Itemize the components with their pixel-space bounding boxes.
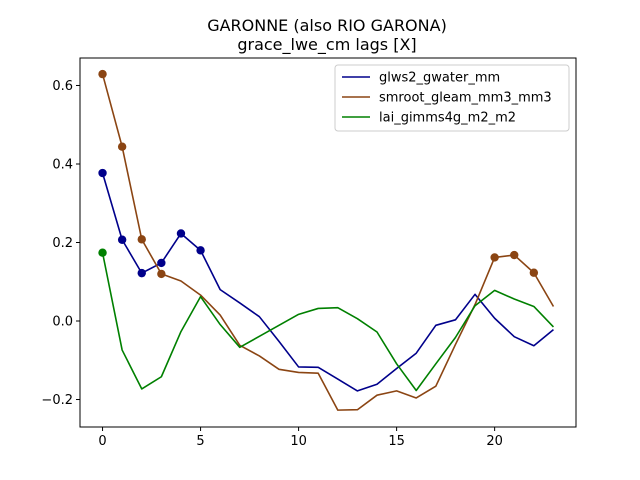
legend-label-smroot_gleam_mm3_mm3: smroot_gleam_mm3_mm3: [379, 91, 552, 106]
series-point-smroot_gleam_mm3_mm3-1: [117, 142, 127, 151]
x-tick-label-20: 20: [486, 434, 503, 449]
series-point-glws2_gwater_mm-5: [196, 246, 205, 255]
series-line-smroot_gleam_mm3_mm3: [101, 73, 555, 411]
legend-box: [334, 64, 570, 132]
series-point-glws2_gwater_mm-1: [117, 235, 127, 244]
y-tick-label-2: 0.2: [52, 236, 73, 251]
legend-label-glws2_gwater_mm: glws2_gwater_mm: [379, 71, 500, 86]
series-point-glws2_gwater_mm-3: [157, 258, 166, 268]
series-point-smroot_gleam_mm3_mm3-20: [490, 253, 499, 262]
series-point-lai_gimms4g_m2_m2-0: [98, 248, 107, 257]
series-point-smroot_gleam_mm3_mm3-3: [157, 269, 166, 279]
axes-layer: 0 5 10 15 20 −0.2 0.0 0.2 0.4 0.6: [41, 57, 577, 449]
x-tick-label-0: 0: [98, 434, 106, 449]
series-point-glws2_gwater_mm-4: [176, 229, 186, 238]
y-tick-label-4: 0.6: [52, 79, 73, 94]
x-tick-label-10: 10: [290, 434, 307, 449]
series-point-glws2_gwater_mm-2: [137, 268, 146, 278]
series-point-glws2_gwater_mm-0: [98, 168, 107, 178]
y-tick-label-1: 0.0: [52, 315, 73, 330]
legend-label-lai_gimms4g_m2_m2: lai_gimms4g_m2_m2: [379, 111, 516, 126]
series-point-smroot_gleam_mm3_mm3-2: [137, 235, 146, 244]
series-point-smroot_gleam_mm3_mm3-0: [98, 69, 107, 79]
series-line-lai_gimms4g_m2_m2: [101, 252, 555, 392]
chart-subtitle: grace_lwe_cm lags [X]: [237, 35, 416, 55]
chart-title: GARONNE (also RIO GARONA): [207, 16, 447, 35]
series-point-smroot_gleam_mm3_mm3-22: [529, 268, 539, 277]
series-layer: [98, 69, 555, 411]
x-tick-label-5: 5: [196, 434, 204, 449]
y-tick-label-3: 0.4: [52, 157, 73, 172]
legend: glws2_gwater_mm smroot_gleam_mm3_mm3 lai_g…: [334, 64, 570, 132]
y-tick-label-0: −0.2: [41, 393, 73, 408]
x-tick-label-15: 15: [388, 434, 405, 449]
series-point-smroot_gleam_mm3_mm3-21: [510, 250, 519, 260]
